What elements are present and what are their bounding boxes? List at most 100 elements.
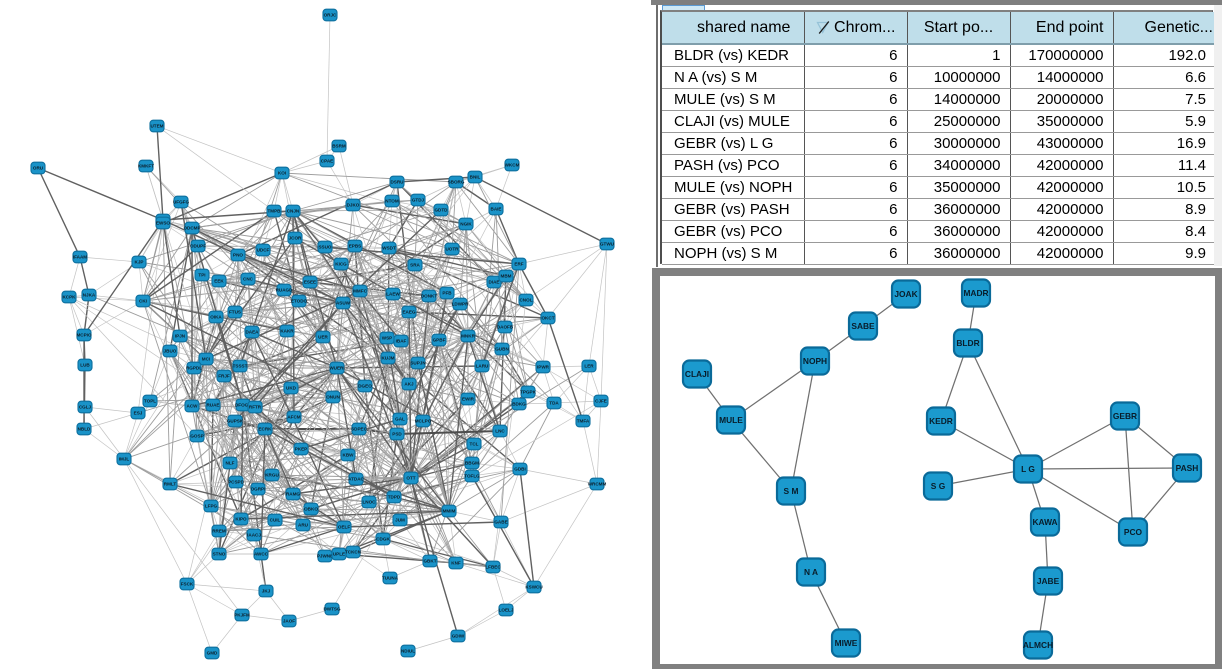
svg-text:GUPSK: GUPSK (227, 419, 244, 424)
svg-text:JUM: JUM (395, 518, 405, 523)
svg-text:KIPO: KIPO (235, 517, 247, 522)
svg-text:CUIL: CUIL (270, 518, 281, 523)
svg-text:CNOL: CNOL (519, 298, 532, 303)
svg-text:PASH: PASH (1176, 463, 1199, 473)
svg-text:CNJN: CNJN (287, 209, 300, 214)
svg-text:DJKO: DJKO (347, 203, 360, 208)
svg-text:NDIUL: NDIUL (401, 649, 415, 654)
svg-text:CNC: CNC (243, 277, 254, 282)
svg-text:LAEW: LAEW (386, 292, 400, 297)
svg-text:S G: S G (931, 481, 945, 491)
svg-text:MNKR: MNKR (461, 334, 475, 339)
svg-text:FTUS: FTUS (229, 310, 241, 315)
svg-text:OBKO: OBKO (304, 507, 318, 512)
svg-text:RUAE: RUAE (206, 403, 219, 408)
svg-text:ESJ: ESJ (134, 411, 143, 416)
svg-text:OELF: OELF (338, 525, 350, 530)
svg-text:ETODO: ETODO (291, 299, 308, 304)
svg-text:RAMG: RAMG (286, 492, 300, 497)
svg-text:EEK: EEK (214, 279, 224, 284)
svg-text:RREM: RREM (212, 529, 226, 534)
svg-text:PCSPD: PCSPD (228, 480, 245, 485)
svg-text:RMLT: RMLT (164, 482, 177, 487)
svg-text:CJFE: CJFE (595, 399, 607, 404)
svg-text:SBORG: SBORG (448, 180, 465, 185)
svg-text:BDKG: BDKG (512, 402, 526, 407)
svg-text:ECRK: ECRK (258, 427, 272, 432)
svg-text:TOPL: TOPL (144, 399, 156, 404)
svg-text:PJWNE: PJWNE (317, 554, 333, 559)
svg-text:GABE: GABE (494, 520, 507, 525)
svg-text:SSUO: SSUO (318, 245, 331, 250)
svg-text:CKI: CKI (139, 299, 147, 304)
svg-text:MMFC: MMFC (353, 289, 367, 294)
svg-text:SUPJN: SUPJN (410, 361, 426, 366)
svg-text:ASUW: ASUW (336, 301, 351, 306)
svg-text:OIKA: OIKA (210, 315, 222, 320)
svg-text:GMD: GMD (207, 651, 218, 656)
svg-text:IAACJ: IAACJ (247, 533, 261, 538)
svg-text:RFTR: RFTR (249, 405, 262, 410)
svg-text:KEDR: KEDR (929, 416, 953, 426)
svg-text:ERF: ERF (514, 262, 523, 267)
svg-text:GPBF: GPBF (433, 338, 446, 343)
svg-text:LNC: LNC (495, 429, 505, 434)
svg-text:ATDAC: ATDAC (348, 477, 364, 482)
svg-text:CLAJI: CLAJI (685, 369, 709, 379)
svg-text:AFCM: AFCM (287, 415, 300, 420)
svg-text:WSP: WSP (382, 336, 392, 341)
svg-text:MCLPO: MCLPO (415, 419, 432, 424)
svg-text:MADR: MADR (963, 288, 988, 298)
svg-text:RUAGD: RUAGD (276, 288, 294, 293)
svg-text:ESEE: ESEE (304, 280, 316, 285)
svg-text:DONKT: DONKT (421, 294, 438, 299)
svg-text:LDWPR: LDWPR (452, 302, 470, 307)
svg-text:PSD: PSD (392, 432, 402, 437)
svg-text:WSDT: WSDT (382, 246, 396, 251)
svg-text:MIWE: MIWE (835, 638, 858, 648)
svg-text:LFPG: LFPG (205, 504, 218, 509)
svg-text:IMJL: IMJL (119, 457, 130, 462)
svg-text:DGEO: DGEO (358, 384, 372, 389)
svg-text:GBKT: GBKT (423, 559, 436, 564)
svg-text:OKCT: OKCT (541, 316, 554, 321)
svg-text:DWTSG: DWTSG (323, 607, 341, 612)
svg-text:GDIW: GDIW (452, 634, 465, 639)
svg-text:NLF: NLF (226, 461, 235, 466)
svg-text:UPLE: UPLE (333, 552, 345, 557)
svg-text:ORJC: ORJC (324, 13, 337, 18)
svg-text:NTOM: NTOM (385, 199, 399, 204)
svg-text:TPGPK: TPGPK (520, 390, 537, 395)
svg-text:LOELJ: LOELJ (499, 608, 514, 613)
svg-text:LFBEC: LFBEC (485, 565, 501, 570)
svg-text:S M: S M (784, 486, 799, 496)
svg-text:DIAE: DIAE (489, 280, 500, 285)
svg-text:GUBN: GUBN (495, 347, 509, 352)
svg-text:WUERI: WUERI (329, 366, 344, 371)
svg-text:TCL: TCL (470, 442, 479, 447)
svg-text:UTEM: UTEM (150, 124, 163, 129)
svg-text:GTWU: GTWU (600, 242, 615, 247)
svg-text:ONUN: ONUN (326, 395, 340, 400)
svg-text:KICG: KICG (335, 262, 347, 267)
svg-text:OGRPI: OGRPI (251, 487, 266, 492)
svg-text:FSCK: FSCK (181, 582, 194, 587)
svg-text:STNO: STNO (213, 552, 226, 557)
svg-text:BNIL: BNIL (470, 175, 481, 180)
svg-text:GAL: GAL (395, 417, 405, 422)
svg-text:GDTD: GDTD (434, 208, 448, 213)
svg-text:WKCM: WKCM (505, 163, 520, 168)
svg-text:PKEP: PKEP (295, 447, 308, 452)
svg-text:KMKFT: KMKFT (138, 164, 154, 169)
svg-text:PNO: PNO (233, 253, 243, 258)
svg-text:NJKA: NJKA (83, 293, 96, 298)
svg-text:LUB: LUB (80, 363, 90, 368)
svg-text:NBLD: NBLD (78, 427, 91, 432)
svg-text:JBUO: JBUO (164, 349, 177, 354)
svg-text:OTT: OTT (406, 476, 415, 481)
svg-text:GTDJ: GTDJ (412, 198, 425, 203)
svg-text:BAIE: BAIE (491, 207, 502, 212)
svg-text:BBGM: BBGM (465, 461, 479, 466)
svg-text:BLDR: BLDR (956, 338, 979, 348)
svg-text:EWIR: EWIR (462, 397, 475, 402)
